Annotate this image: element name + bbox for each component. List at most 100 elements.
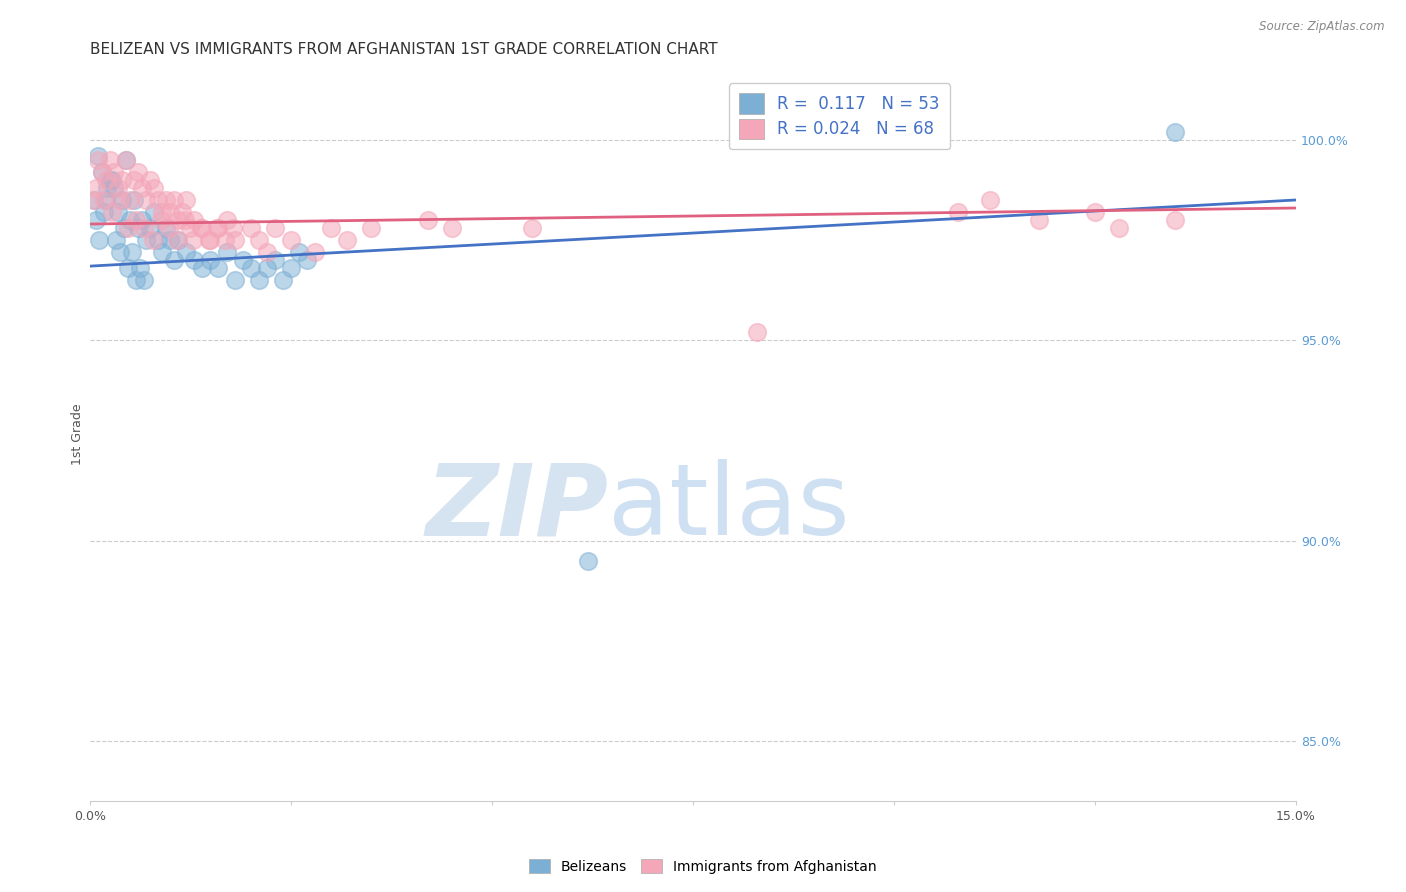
Point bbox=[157, 221, 180, 235]
Point bbox=[122, 173, 145, 187]
Point bbox=[87, 153, 110, 167]
Point bbox=[107, 205, 129, 219]
Point bbox=[319, 221, 342, 235]
Y-axis label: 1st Grade: 1st Grade bbox=[72, 404, 84, 466]
Point bbox=[101, 173, 124, 187]
Point bbox=[110, 245, 132, 260]
Point bbox=[141, 233, 163, 247]
Point bbox=[256, 245, 278, 260]
Point bbox=[87, 149, 110, 163]
Point bbox=[112, 221, 135, 235]
Point bbox=[166, 233, 188, 247]
Point bbox=[159, 233, 181, 247]
Point bbox=[143, 205, 166, 219]
Point bbox=[747, 326, 769, 340]
Point bbox=[183, 213, 205, 227]
Point bbox=[96, 181, 118, 195]
Point bbox=[173, 213, 195, 227]
Point bbox=[110, 193, 132, 207]
Point bbox=[360, 221, 382, 235]
Point bbox=[84, 213, 107, 227]
Point bbox=[98, 153, 121, 167]
Point bbox=[271, 273, 294, 287]
Point bbox=[98, 173, 121, 187]
Point bbox=[207, 261, 229, 276]
Point bbox=[224, 273, 246, 287]
Point bbox=[121, 245, 143, 260]
Point bbox=[295, 253, 318, 268]
Point bbox=[159, 205, 181, 219]
Text: Source: ZipAtlas.com: Source: ZipAtlas.com bbox=[1260, 20, 1385, 33]
Point bbox=[1108, 221, 1130, 235]
Point bbox=[127, 165, 149, 179]
Point bbox=[200, 233, 222, 247]
Point bbox=[150, 205, 173, 219]
Point bbox=[111, 173, 134, 187]
Point bbox=[247, 273, 270, 287]
Point bbox=[101, 205, 124, 219]
Point bbox=[155, 221, 177, 235]
Point bbox=[256, 261, 278, 276]
Text: atlas: atlas bbox=[609, 459, 851, 557]
Point bbox=[183, 253, 205, 268]
Point bbox=[1028, 213, 1050, 227]
Legend: Belizeans, Immigrants from Afghanistan: Belizeans, Immigrants from Afghanistan bbox=[524, 855, 882, 878]
Point bbox=[190, 221, 212, 235]
Point bbox=[247, 233, 270, 247]
Point bbox=[280, 261, 302, 276]
Point bbox=[103, 165, 125, 179]
Point bbox=[104, 233, 127, 247]
Point bbox=[94, 193, 117, 207]
Point bbox=[1084, 205, 1107, 219]
Point bbox=[288, 245, 311, 260]
Point bbox=[215, 213, 238, 227]
Point bbox=[93, 205, 115, 219]
Point bbox=[222, 221, 245, 235]
Point bbox=[224, 233, 246, 247]
Point bbox=[979, 193, 1001, 207]
Point bbox=[336, 233, 359, 247]
Point bbox=[167, 213, 190, 227]
Point bbox=[205, 221, 228, 235]
Point bbox=[115, 153, 138, 167]
Point bbox=[280, 233, 302, 247]
Point bbox=[172, 205, 194, 219]
Point bbox=[416, 213, 439, 227]
Point bbox=[125, 213, 148, 227]
Point bbox=[89, 233, 111, 247]
Point bbox=[90, 165, 112, 179]
Point bbox=[150, 245, 173, 260]
Point bbox=[83, 193, 105, 207]
Point bbox=[198, 233, 221, 247]
Point bbox=[239, 221, 262, 235]
Point bbox=[263, 221, 285, 235]
Point bbox=[215, 245, 238, 260]
Point bbox=[304, 245, 326, 260]
Point bbox=[93, 193, 115, 207]
Point bbox=[167, 233, 190, 247]
Point bbox=[134, 221, 156, 235]
Point bbox=[176, 193, 198, 207]
Point bbox=[149, 213, 172, 227]
Point bbox=[179, 221, 201, 235]
Point bbox=[214, 233, 236, 247]
Point bbox=[263, 253, 285, 268]
Point bbox=[118, 213, 141, 227]
Point bbox=[143, 181, 166, 195]
Point bbox=[1164, 213, 1187, 227]
Point bbox=[181, 233, 204, 247]
Point bbox=[103, 181, 125, 195]
Point bbox=[115, 153, 138, 167]
Point bbox=[94, 173, 117, 187]
Point bbox=[232, 253, 254, 268]
Point bbox=[122, 193, 145, 207]
Point bbox=[83, 193, 105, 207]
Point bbox=[520, 221, 543, 235]
Point bbox=[239, 261, 262, 276]
Point bbox=[125, 273, 148, 287]
Point bbox=[131, 213, 153, 227]
Point bbox=[139, 221, 162, 235]
Text: ZIP: ZIP bbox=[426, 459, 609, 557]
Point bbox=[948, 205, 970, 219]
Point bbox=[163, 253, 186, 268]
